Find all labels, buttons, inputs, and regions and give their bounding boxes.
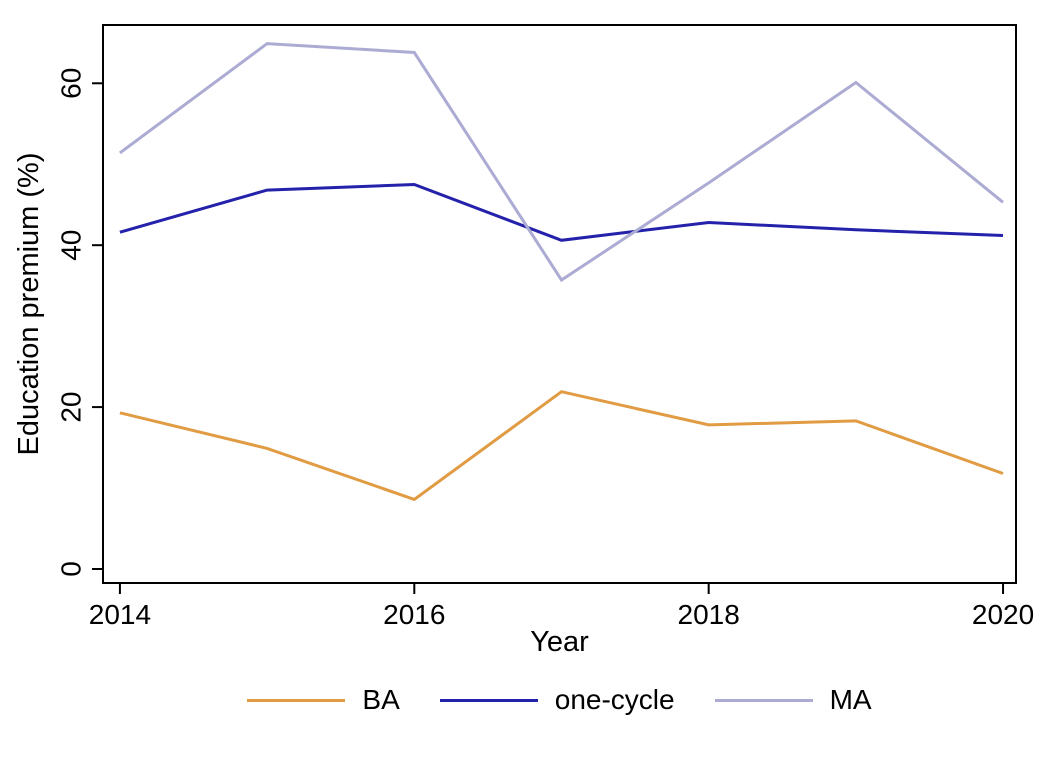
legend-label: one-cycle — [554, 684, 675, 715]
legend-label: MA — [829, 684, 872, 715]
legend-swatch-one-cycle — [439, 698, 538, 702]
y-axis-label: Education premium (%) — [13, 153, 45, 456]
y-tick-label: 40 — [56, 230, 87, 261]
y-tick-label: 0 — [56, 561, 87, 577]
x-tick-label: 2014 — [89, 599, 151, 630]
series-line-BA — [119, 390, 1004, 502]
x-tick-label: 2016 — [383, 599, 445, 630]
legend-swatch-BA — [247, 698, 346, 702]
x-axis: 2014 2016 2018 2020 — [89, 583, 1034, 630]
legend-item-one-cycle: one-cycle — [439, 684, 675, 715]
data-series — [119, 42, 1004, 502]
legend-swatch-MA — [714, 698, 813, 702]
legend-label: BA — [362, 684, 400, 715]
x-tick-label: 2020 — [972, 599, 1034, 630]
x-axis-label: Year — [530, 626, 589, 658]
x-tick-label: 2018 — [678, 599, 740, 630]
y-tick-label: 60 — [56, 68, 87, 99]
y-axis: 0 20 40 60 — [56, 68, 103, 577]
line-chart-canvas: 0 20 40 60 2014 2016 2018 2020 Year Education … — [13, 24, 1034, 658]
series-line-MA — [119, 42, 1004, 283]
legend-item-MA: MA — [714, 684, 872, 715]
legend-item-BA: BA — [247, 684, 400, 715]
series-line-one-cycle — [119, 182, 1004, 242]
chart-legend: BA one-cycle MA — [103, 686, 1016, 714]
plot-border — [102, 24, 1017, 584]
y-tick-label: 20 — [56, 392, 87, 423]
